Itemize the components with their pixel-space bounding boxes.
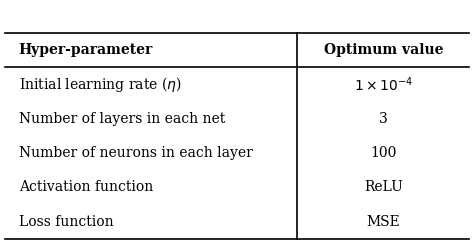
Text: Number of neurons in each layer: Number of neurons in each layer xyxy=(18,146,253,160)
Text: Activation function: Activation function xyxy=(18,181,153,194)
Text: 3: 3 xyxy=(379,112,388,126)
Text: 100: 100 xyxy=(370,146,397,160)
Text: ReLU: ReLU xyxy=(364,181,403,194)
Text: Initial learning rate ($\eta$): Initial learning rate ($\eta$) xyxy=(18,75,182,94)
Text: Loss function: Loss function xyxy=(18,215,113,229)
Text: Number of layers in each net: Number of layers in each net xyxy=(18,112,225,126)
Text: MSE: MSE xyxy=(366,215,400,229)
Text: $1 \times 10^{-4}$: $1 \times 10^{-4}$ xyxy=(354,75,413,93)
Text: Optimum value: Optimum value xyxy=(324,43,443,57)
Text: Hyper-parameter: Hyper-parameter xyxy=(18,43,153,57)
